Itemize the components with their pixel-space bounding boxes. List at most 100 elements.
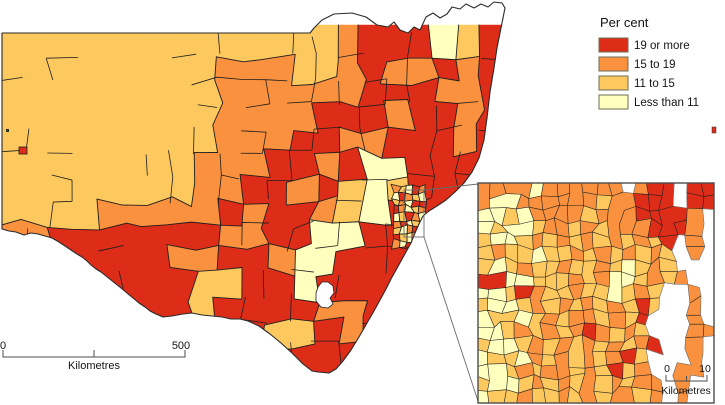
broken-hill-region <box>18 146 28 155</box>
inset-region <box>581 183 599 196</box>
inset-region <box>700 295 714 316</box>
map-region <box>433 219 463 246</box>
inset-region <box>686 386 703 403</box>
legend-swatch-11-to-15 <box>598 75 629 91</box>
map-region <box>68 317 104 341</box>
map-region <box>192 341 224 373</box>
map-region <box>68 24 103 60</box>
inset-scalebar: 0 10 Kilometres <box>661 363 711 397</box>
main-scalebar-unit: Kilometres <box>68 360 120 372</box>
map-region <box>451 243 479 276</box>
map-region <box>140 314 174 349</box>
map-region <box>357 341 392 373</box>
map-region <box>427 243 463 276</box>
inset-region <box>608 327 626 343</box>
main-scalebar: 0 500 Kilometres <box>0 340 190 372</box>
inset-region <box>698 374 714 389</box>
lord-howe-island-mark <box>711 126 717 134</box>
inset-region <box>698 258 714 273</box>
legend-label-less-than-11: Less than 11 <box>634 97 699 109</box>
inset-region <box>702 208 714 225</box>
map-region <box>116 344 149 373</box>
map-region <box>385 24 410 63</box>
inset-region <box>701 222 714 238</box>
inset-region <box>478 244 496 261</box>
map-region <box>25 24 48 55</box>
map-region <box>25 247 55 280</box>
metro-region <box>391 237 401 250</box>
region-borders <box>2 24 485 350</box>
inset-region <box>592 350 608 368</box>
inset-region <box>541 232 558 248</box>
map-region <box>214 320 248 348</box>
map-region <box>409 273 435 302</box>
map-region <box>149 52 176 78</box>
map-region <box>44 270 79 299</box>
inset-region <box>702 335 714 355</box>
inset-region-borders <box>478 183 714 403</box>
map-region <box>212 267 243 300</box>
map-region <box>433 300 461 320</box>
legend-item-11-to-15: 11 to 15 <box>598 75 675 91</box>
inset-region <box>607 311 626 329</box>
inset-region <box>661 391 679 403</box>
map-region <box>2 99 27 134</box>
map-region <box>241 346 263 373</box>
inset-region <box>672 336 686 350</box>
map-region <box>410 342 440 373</box>
inset-region <box>478 274 490 290</box>
map-region <box>69 296 100 320</box>
inset-frame <box>477 182 715 404</box>
main-scalebar-start: 0 <box>0 340 6 352</box>
map-region <box>357 24 388 64</box>
map-region <box>408 291 439 323</box>
map-region <box>408 319 440 351</box>
map-region <box>381 272 417 293</box>
map-region <box>381 321 414 348</box>
legend-swatch-less-than-11 <box>598 94 629 110</box>
main-scalebar-ticks <box>2 350 186 358</box>
inset-scalebar-line <box>665 375 708 382</box>
map-region <box>187 296 216 326</box>
inset-region <box>569 183 584 194</box>
map-region <box>381 291 417 325</box>
legend-item-19-or-more: 19 or more <box>598 37 690 53</box>
map-region <box>117 299 148 327</box>
inset-region <box>608 271 623 288</box>
map-region <box>116 324 146 349</box>
map-region <box>140 338 177 373</box>
inset-region <box>698 271 714 290</box>
map-region <box>311 343 340 373</box>
map-region <box>21 296 54 320</box>
map-region <box>2 274 32 299</box>
map-region <box>381 342 414 373</box>
legend-swatch-15-to-19 <box>598 56 629 72</box>
inset-region <box>578 391 598 403</box>
map-region <box>452 196 481 229</box>
legend-swatch-19-or-more <box>598 37 629 53</box>
metro-region <box>411 241 422 249</box>
map-region <box>97 299 124 328</box>
map-region <box>44 296 75 319</box>
map-region <box>268 177 287 206</box>
inset-region <box>593 375 613 394</box>
map-region <box>99 319 124 346</box>
map-region <box>2 243 30 276</box>
map-region <box>45 24 72 60</box>
map-region <box>21 315 54 351</box>
west-edge-speck <box>6 129 9 132</box>
map-region <box>215 341 246 373</box>
inset-region <box>684 234 706 247</box>
map-region <box>27 179 53 206</box>
map-region <box>2 296 32 320</box>
map-region <box>435 196 462 229</box>
map-region <box>211 24 247 63</box>
main-scalebar-end: 500 <box>172 340 190 352</box>
inset-scalebar-start: 0 <box>664 363 670 375</box>
map-region <box>239 174 271 205</box>
inset-scalebar-end: 10 <box>699 363 711 375</box>
inset-map <box>478 183 714 403</box>
map-region <box>25 274 47 299</box>
map-region <box>405 244 435 276</box>
